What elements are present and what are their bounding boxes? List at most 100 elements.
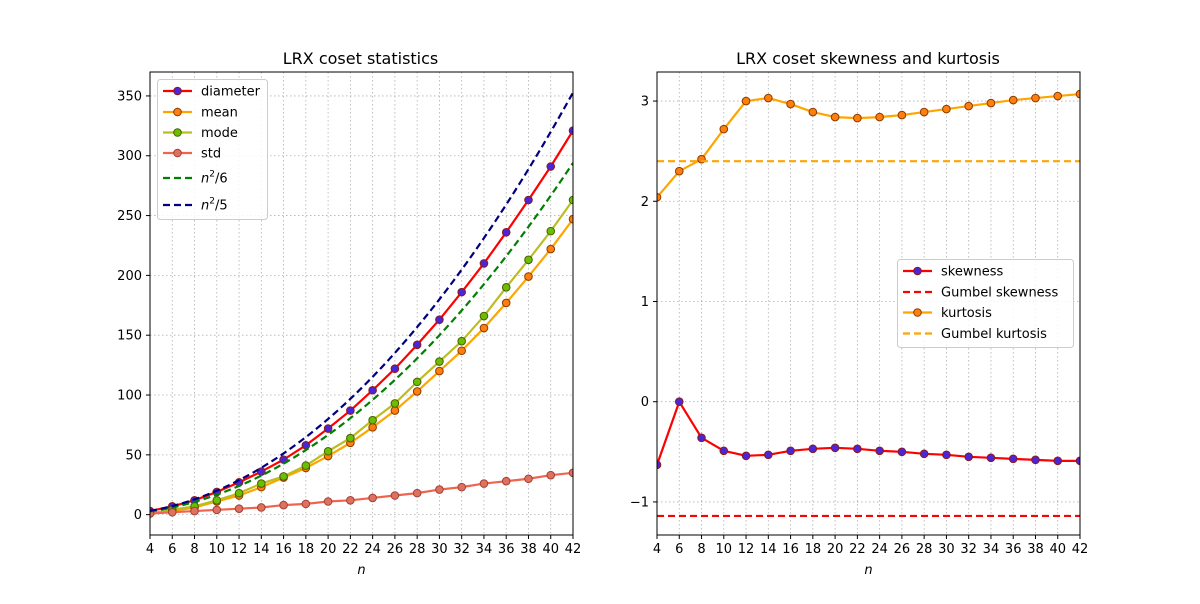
left-chart: LRX coset statistics 4 6 8 10 12 14 16 18 20 22 24… <box>117 49 581 578</box>
right-legend-box <box>897 259 1074 348</box>
diameter-point <box>346 406 355 415</box>
left-chart-frame <box>149 71 574 536</box>
y-tick-label: 3 <box>641 95 649 110</box>
kurtosis-line <box>657 92 1080 198</box>
x-tick-label: 12 <box>738 542 755 557</box>
kurtosis-point <box>719 124 729 134</box>
kurtosis-point <box>830 112 840 122</box>
left-chart-ticks: 4 6 8 10 12 14 16 18 20 22 24 26 28 30 32 34 36 38 40 42 0 50… <box>117 89 581 557</box>
x-tick-label: 12 <box>231 542 248 557</box>
kurtosis-point <box>764 93 773 103</box>
mean-point <box>546 244 556 254</box>
left-chart-series <box>150 92 573 518</box>
x-tick-label: 34 <box>476 542 493 557</box>
skewness-point <box>697 433 706 443</box>
diameter-point <box>390 364 400 374</box>
kurtosis-point <box>808 107 818 117</box>
std-point <box>501 476 511 486</box>
kurtosis-point <box>1031 93 1040 103</box>
x-tick-label: 10 <box>716 542 733 557</box>
skewness-point <box>764 450 773 460</box>
x-tick-label: 36 <box>498 542 515 557</box>
x-tick-label: 10 <box>209 542 226 557</box>
legend-item-skewness: skewness <box>903 265 1003 280</box>
y-tick-label: 200 <box>117 269 142 284</box>
right-chart-series <box>657 89 1080 518</box>
x-tick-label: 18 <box>298 542 315 557</box>
right-chart: LRX coset skewness and kurtosis 4 6 8 10 12 1… <box>630 49 1088 578</box>
skewness-point <box>741 451 751 461</box>
std-point <box>190 506 199 516</box>
kurtosis-point <box>964 101 973 111</box>
diameter-point <box>368 385 377 395</box>
mode-point <box>412 377 422 387</box>
legend-item-n2_over_5: n2/5 <box>163 197 228 214</box>
skewness-point <box>853 444 862 454</box>
y-tick-label: 0 <box>641 395 649 410</box>
std-point <box>346 496 355 505</box>
diameter-point <box>301 440 311 450</box>
legend-label: mode <box>201 126 238 141</box>
x-tick-label: 28 <box>409 542 426 557</box>
std-point <box>435 485 444 494</box>
x-tick-label: 40 <box>1049 542 1066 557</box>
legend-marker <box>913 308 922 317</box>
left-chart-legend: diameter mean mode std n2/6 n2/5 <box>157 79 268 220</box>
legend-item-mean: mean <box>163 106 238 121</box>
x-tick-label: 14 <box>253 542 270 557</box>
n2_over_5-series <box>150 92 573 512</box>
y-tick-label: 250 <box>117 209 142 224</box>
std-point <box>279 500 288 510</box>
y-tick-label: 150 <box>117 329 142 344</box>
skewness-point <box>719 446 729 456</box>
kurtosis-point <box>897 110 907 120</box>
right-chart-grid <box>656 72 1081 535</box>
skewness-point <box>1053 456 1063 466</box>
x-tick-label: 32 <box>960 542 977 557</box>
kurtosis-point <box>741 96 751 106</box>
mean-point <box>568 214 573 224</box>
diameter-point <box>501 228 511 237</box>
mode-point <box>457 336 466 346</box>
skewness-point <box>786 446 795 456</box>
legend-marker <box>173 107 182 117</box>
legend-item-diameter: diameter <box>163 85 261 100</box>
x-tick-label: 6 <box>675 542 683 557</box>
right-chart-title: LRX coset skewness and kurtosis <box>736 49 1000 68</box>
x-tick-label: 32 <box>453 542 470 557</box>
mode-point <box>234 488 244 498</box>
mean-point <box>390 406 400 415</box>
x-tick-label: 4 <box>653 542 661 557</box>
skewness-point <box>986 453 996 463</box>
right-chart-ticks: 4 6 8 10 12 14 16 18 20 22 24 26 28 30 32 34 36 38 40 42−10… <box>630 95 1088 557</box>
y-tick-label: 300 <box>117 149 142 164</box>
mode-point <box>346 433 355 443</box>
y-tick-label: 100 <box>117 389 142 404</box>
skewness-point <box>964 452 973 462</box>
mean-point <box>435 366 444 376</box>
legend-item-gumbel_kurtosis: Gumbel kurtosis <box>903 327 1047 342</box>
skewness-point <box>919 449 929 459</box>
kurtosis-point <box>942 104 951 114</box>
right-chart-xlabel: n <box>864 563 872 578</box>
right-chart-frame <box>656 71 1081 536</box>
diameter-point <box>546 162 556 171</box>
x-tick-label: 22 <box>849 542 866 557</box>
x-tick-label: 6 <box>168 542 176 557</box>
mode-point <box>568 195 573 205</box>
legend-marker <box>173 148 182 158</box>
right-chart-legend: skewness Gumbel skewness kurtosis Gumbel ku… <box>897 259 1074 348</box>
mean-series <box>150 214 573 518</box>
x-tick-label: 36 <box>1005 542 1022 557</box>
x-tick-label: 16 <box>782 542 799 557</box>
x-tick-label: 28 <box>916 542 933 557</box>
kurtosis-series <box>657 89 1080 202</box>
diameter-point <box>435 315 444 324</box>
std-point <box>257 503 266 512</box>
left-legend-box <box>157 79 268 220</box>
std-point <box>212 505 222 515</box>
kurtosis-point <box>1008 95 1018 105</box>
std-point <box>412 488 422 498</box>
x-tick-label: 42 <box>1072 542 1089 557</box>
